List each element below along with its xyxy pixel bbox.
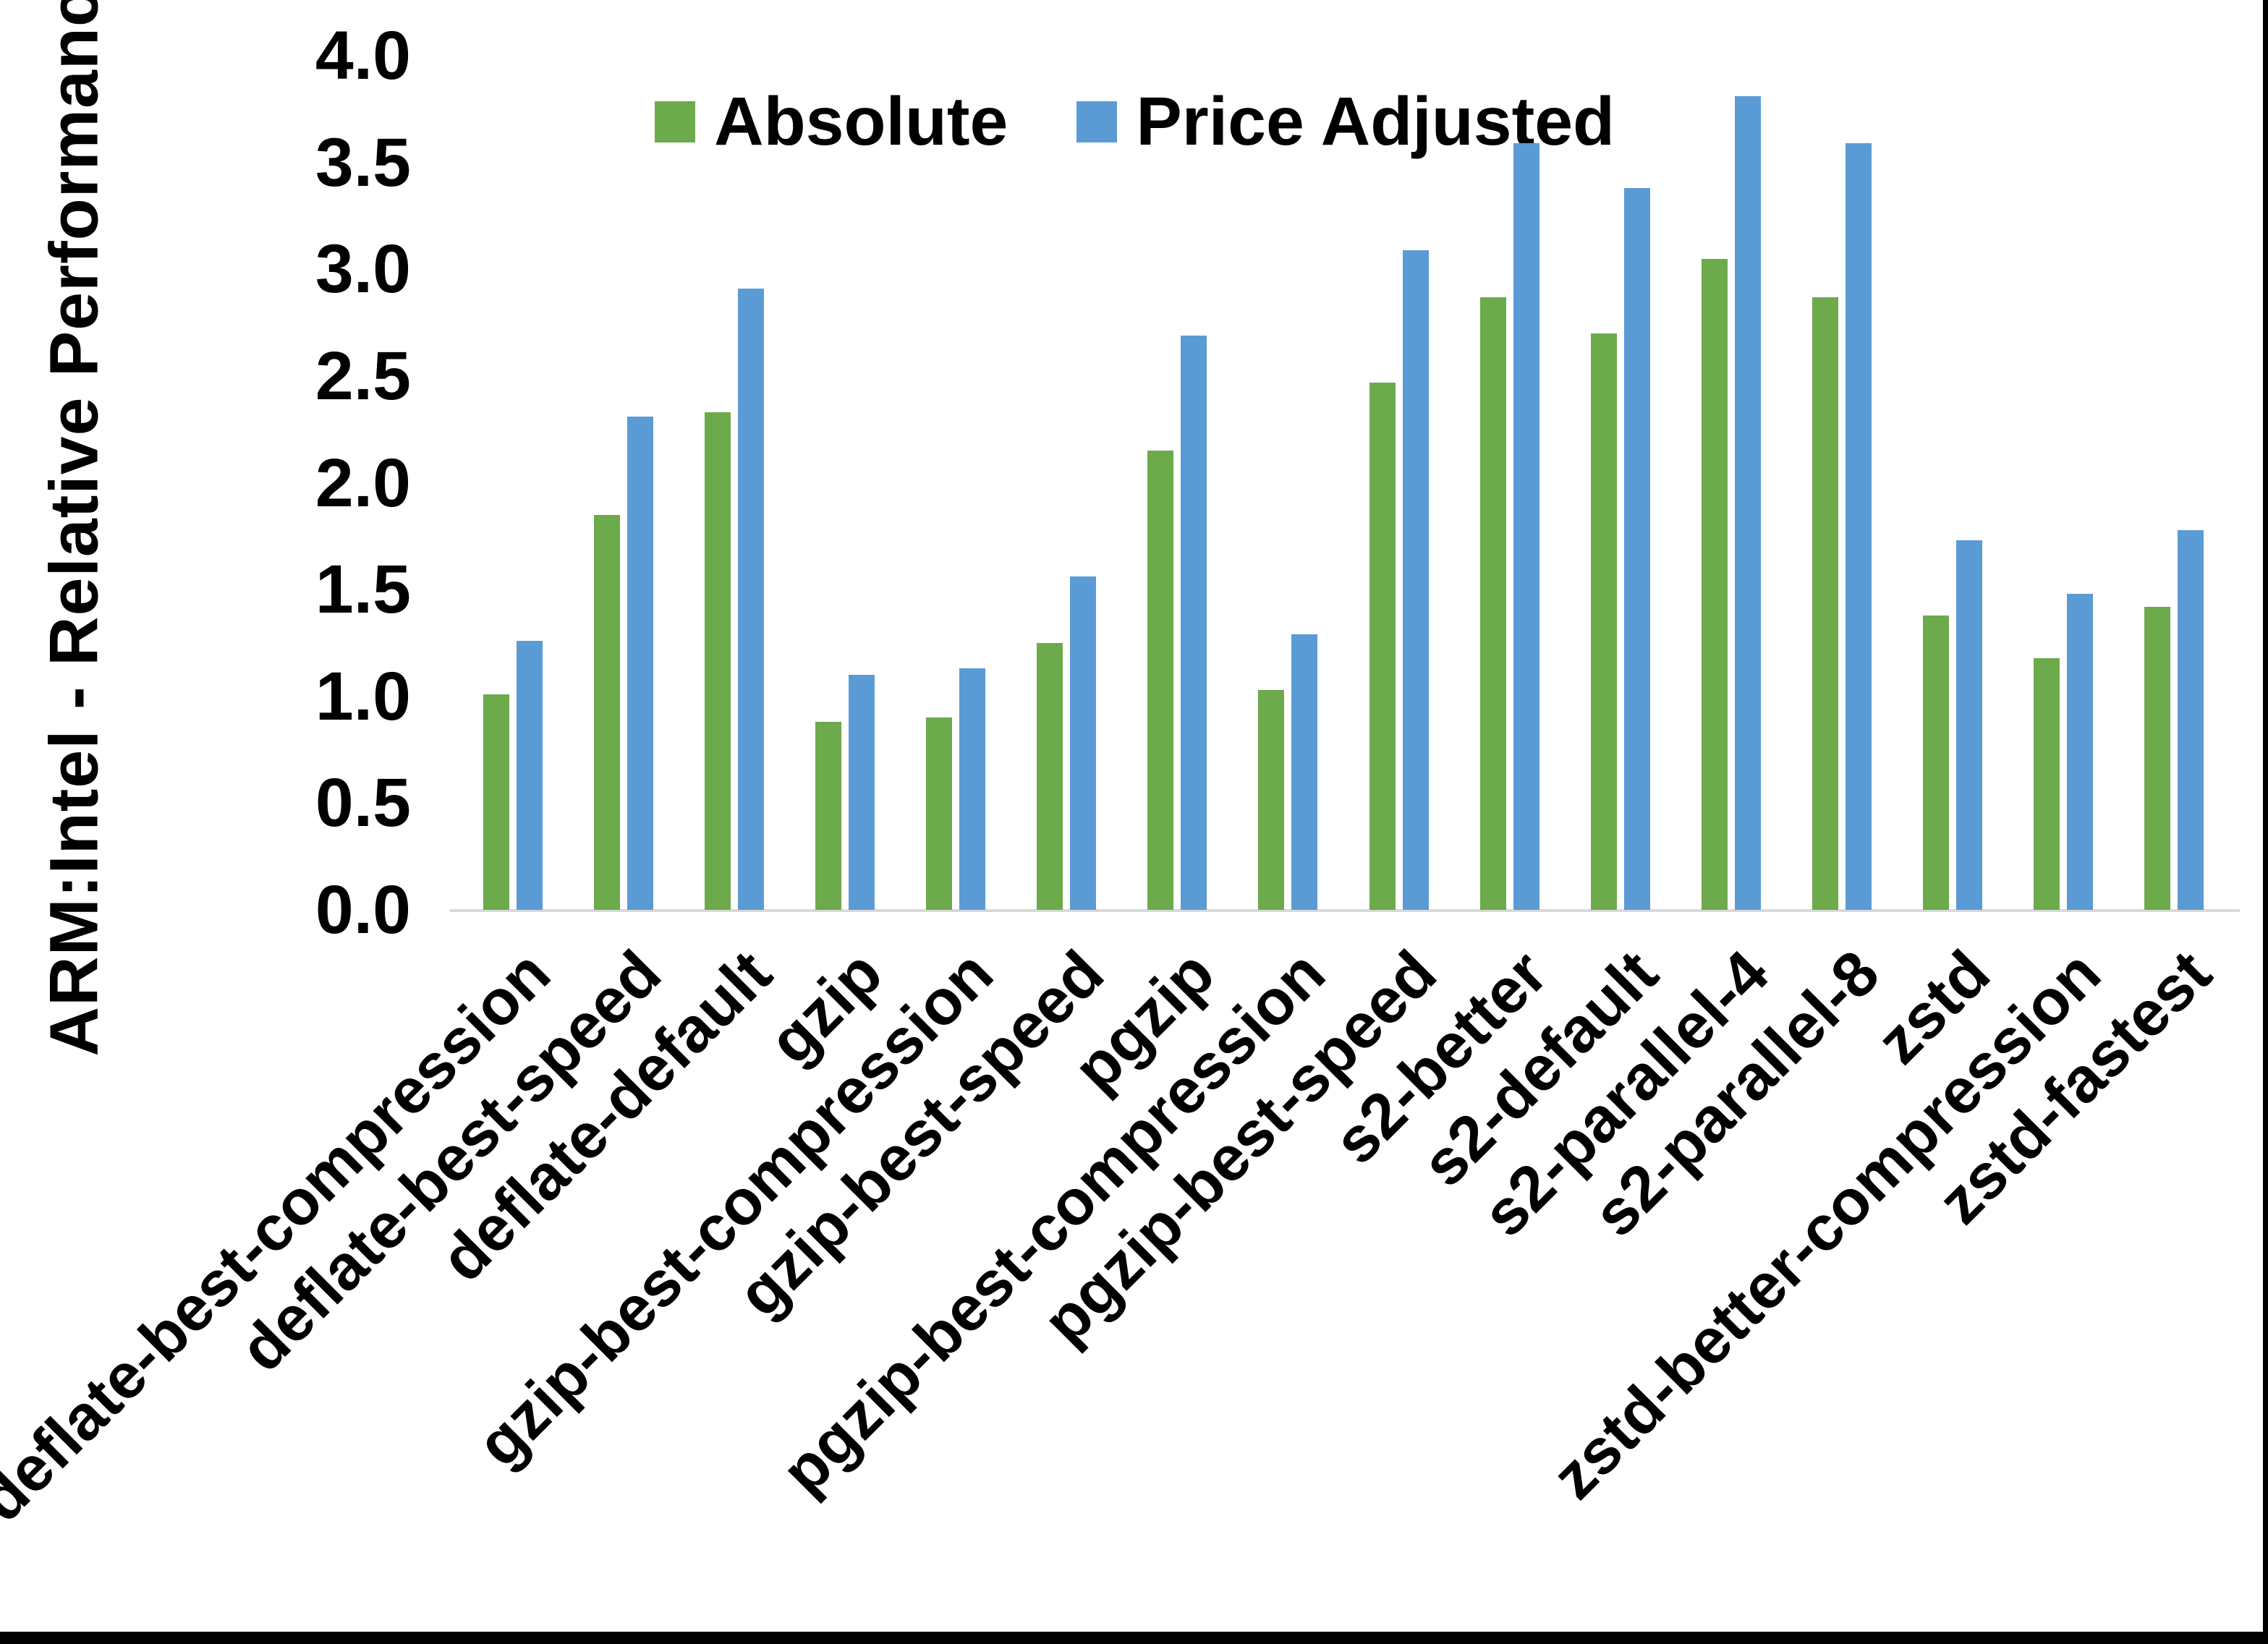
legend-swatch-absolute	[655, 101, 695, 142]
category-slot	[2119, 56, 2230, 910]
y-tick-label: 1.5	[315, 551, 411, 629]
bar	[2034, 657, 2060, 910]
bar	[2144, 606, 2171, 910]
bar	[1734, 96, 1761, 910]
bar	[1147, 451, 1174, 910]
bars	[457, 56, 2230, 910]
bar	[483, 694, 509, 910]
category-slot	[789, 56, 900, 910]
category-slot	[1011, 56, 1122, 910]
bar	[1479, 297, 1506, 910]
bar	[926, 717, 953, 910]
plot-area	[450, 56, 2240, 912]
category-slot	[568, 56, 679, 910]
bar	[593, 514, 620, 910]
bar	[2067, 594, 2094, 910]
y-tick-label: 0.0	[315, 872, 411, 948]
category-slot	[1675, 56, 1786, 910]
y-axis-title: ARM:Intel - Relative Performance	[35, 0, 113, 1057]
window-bottom-edge	[0, 1632, 2268, 1644]
y-tick-label: 1.0	[315, 657, 411, 735]
category-slot	[1898, 56, 2008, 910]
category-slot	[1787, 56, 1898, 910]
category-slot	[1343, 56, 1454, 910]
legend-entry-absolute: Absolute	[655, 82, 1008, 161]
category-slot	[1233, 56, 1343, 910]
bar	[1402, 250, 1429, 910]
bar	[1812, 297, 1839, 910]
bar	[1701, 258, 1728, 910]
bar	[737, 288, 764, 910]
category-slot	[2008, 56, 2119, 910]
category-slot	[679, 56, 789, 910]
bar	[516, 641, 543, 910]
category-slot	[901, 56, 1011, 910]
category-slot	[1454, 56, 1565, 910]
bar	[704, 412, 731, 910]
bar	[848, 675, 875, 910]
bar	[1513, 143, 1539, 910]
bar	[1291, 634, 1318, 910]
legend-label-absolute: Absolute	[714, 82, 1008, 160]
y-tick-label: 3.0	[315, 231, 411, 308]
bar	[627, 417, 653, 910]
bar	[815, 722, 841, 910]
bar	[1070, 576, 1097, 910]
bar	[1590, 333, 1617, 910]
y-tick-label: 3.5	[315, 124, 411, 201]
bar	[1846, 143, 1872, 910]
category-slot	[1122, 56, 1233, 910]
window-right-edge	[2263, 0, 2268, 1644]
y-tick-label: 2.5	[315, 337, 411, 414]
y-tick-label: 4.0	[315, 17, 411, 94]
bar	[2178, 529, 2204, 910]
bar	[1369, 382, 1396, 910]
bar	[959, 668, 986, 910]
bar	[1623, 188, 1650, 910]
bar	[1956, 540, 1983, 910]
bar	[1258, 689, 1285, 910]
bar	[1181, 335, 1207, 910]
category-slot	[457, 56, 568, 910]
x-axis-line	[450, 909, 2240, 912]
legend-swatch-price-adjusted	[1076, 101, 1118, 142]
bar	[1923, 615, 1950, 910]
y-tick-label: 0.5	[315, 764, 411, 842]
y-tick-label: 2.0	[315, 444, 411, 521]
category-slot	[1565, 56, 1675, 910]
bar	[1037, 642, 1063, 910]
